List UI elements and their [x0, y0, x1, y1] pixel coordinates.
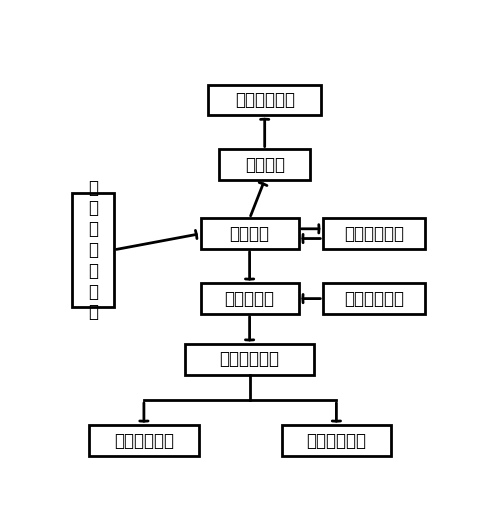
- Text: 氧气治疗接口: 氧气治疗接口: [114, 432, 174, 450]
- FancyBboxPatch shape: [281, 425, 391, 456]
- FancyBboxPatch shape: [323, 284, 425, 314]
- Text: 电子流量阀: 电子流量阀: [225, 290, 275, 308]
- FancyBboxPatch shape: [208, 84, 321, 115]
- Text: 氧气输入端口: 氧气输入端口: [344, 290, 404, 308]
- FancyBboxPatch shape: [220, 150, 310, 180]
- FancyBboxPatch shape: [201, 219, 299, 249]
- FancyBboxPatch shape: [186, 344, 314, 375]
- Text: 通讯模块: 通讯模块: [244, 155, 285, 174]
- FancyBboxPatch shape: [89, 425, 199, 456]
- Text: 人机交互界面: 人机交互界面: [344, 225, 404, 242]
- Text: 气路转向开关: 气路转向开关: [220, 350, 280, 368]
- FancyBboxPatch shape: [323, 219, 425, 249]
- FancyBboxPatch shape: [72, 193, 114, 307]
- Text: 控制模块: 控制模块: [229, 225, 270, 242]
- FancyBboxPatch shape: [201, 284, 299, 314]
- Text: 雾化治疗接口: 雾化治疗接口: [306, 432, 366, 450]
- Text: 多
参
数
监
测
模
块: 多 参 数 监 测 模 块: [88, 179, 98, 321]
- Text: 远程监护终端: 远程监护终端: [235, 91, 295, 109]
